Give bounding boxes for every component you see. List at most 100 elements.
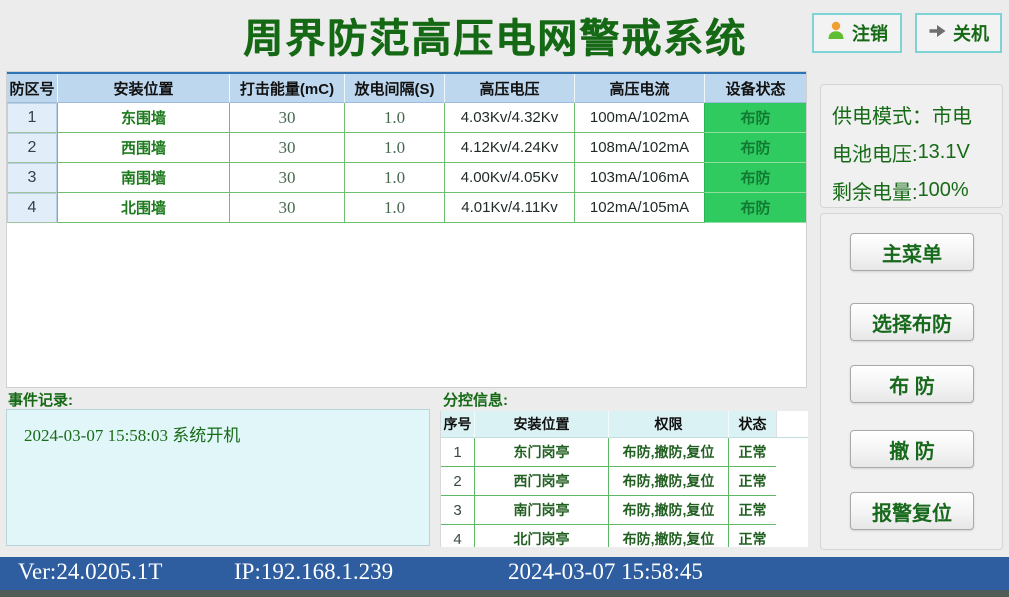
- zone-table-row[interactable]: 1 东围墙 30 1.0 4.03Kv/4.32Kv 100mA/102mA 布…: [7, 103, 806, 133]
- station-empty-cell: [776, 438, 808, 467]
- col-header-state: 状态: [728, 411, 776, 438]
- logout-button[interactable]: 注销: [812, 13, 902, 53]
- subcontrol-table: 序号 安装位置 权限 状态 1 东门岗亭 布防,撤防,复位 正常 2 西门岗亭: [440, 411, 808, 547]
- subcontrol-row[interactable]: 1 东门岗亭 布防,撤防,复位 正常: [441, 438, 808, 467]
- col-header-discharge-interval: 放电间隔(S): [344, 74, 444, 103]
- zone-id-cell: 1: [7, 103, 57, 133]
- user-icon: [826, 20, 846, 46]
- zone-voltage-cell: 4.12Kv/4.24Kv: [444, 133, 574, 163]
- page-title: 周界防范高压电网警戒系统: [243, 17, 747, 61]
- station-empty-cell: [776, 467, 808, 496]
- zone-status-badge: 布防: [704, 193, 806, 223]
- arm-button[interactable]: 布 防: [850, 365, 974, 403]
- select-arm-button[interactable]: 选择布防: [850, 303, 974, 341]
- remaining-charge-value: 100%: [917, 179, 969, 201]
- zone-current-cell: 100mA/102mA: [574, 103, 704, 133]
- zone-voltage-cell: 4.03Kv/4.32Kv: [444, 103, 574, 133]
- zone-interval-cell: 1.0: [344, 103, 444, 133]
- zone-current-cell: 108mA/102mA: [574, 133, 704, 163]
- alarm-reset-button[interactable]: 报警复位: [850, 492, 974, 530]
- station-location-cell: 东门岗亭: [474, 438, 608, 467]
- zone-table-row[interactable]: 4 北围墙 30 1.0 4.01Kv/4.11Kv 102mA/105mA 布…: [7, 193, 806, 223]
- zone-table-body: 1 东围墙 30 1.0 4.03Kv/4.32Kv 100mA/102mA 布…: [7, 103, 806, 223]
- command-button-panel: 主菜单 选择布防 布 防 撤 防 报警复位: [820, 213, 1003, 550]
- subcontrol-header-row: 序号 安装位置 权限 状态: [441, 411, 808, 438]
- zone-voltage-cell: 4.01Kv/4.11Kv: [444, 193, 574, 223]
- station-location-cell: 北门岗亭: [474, 525, 608, 547]
- version-text: Ver:24.0205.1T: [18, 559, 163, 584]
- zone-current-cell: 102mA/105mA: [574, 193, 704, 223]
- main-menu-button[interactable]: 主菜单: [850, 233, 974, 271]
- zone-energy-cell: 30: [229, 103, 344, 133]
- zone-location-cell: 西围墙: [57, 133, 229, 163]
- zone-table-panel: 防区号 安装位置 打击能量(mC) 放电间隔(S) 高压电压 高压电流 设备状态…: [6, 71, 807, 388]
- station-state-cell: 正常: [728, 496, 776, 525]
- zone-id-cell: 2: [7, 133, 57, 163]
- zone-status-badge: 布防: [704, 163, 806, 193]
- zone-interval-cell: 1.0: [344, 163, 444, 193]
- ip-address-text: IP:192.168.1.239: [234, 559, 394, 584]
- col-header-hv-voltage: 高压电压: [444, 74, 574, 103]
- zone-table-row[interactable]: 3 南围墙 30 1.0 4.00Kv/4.05Kv 103mA/106mA 布…: [7, 163, 806, 193]
- shutdown-label: 关机: [953, 24, 989, 44]
- zone-energy-cell: 30: [229, 133, 344, 163]
- subcontrol-row[interactable]: 2 西门岗亭 布防,撤防,复位 正常: [441, 467, 808, 496]
- station-state-cell: 正常: [728, 525, 776, 547]
- station-index-cell: 1: [441, 438, 474, 467]
- station-index-cell: 4: [441, 525, 474, 547]
- station-location-cell: 西门岗亭: [474, 467, 608, 496]
- zone-voltage-cell: 4.00Kv/4.05Kv: [444, 163, 574, 193]
- col-header-station-location: 安装位置: [474, 411, 608, 438]
- supply-mode-value: 市电: [932, 106, 972, 128]
- subcontrol-label: 分控信息:: [443, 392, 508, 409]
- zone-table-header-row: 防区号 安装位置 打击能量(mC) 放电间隔(S) 高压电压 高压电流 设备状态: [7, 72, 806, 103]
- zone-status-badge: 布防: [704, 133, 806, 163]
- station-empty-cell: [776, 496, 808, 525]
- station-state-cell: 正常: [728, 438, 776, 467]
- zone-id-cell: 4: [7, 193, 57, 223]
- zone-id-cell: 3: [7, 163, 57, 193]
- station-location-cell: 南门岗亭: [474, 496, 608, 525]
- col-header-strike-energy: 打击能量(mC): [229, 74, 344, 103]
- station-permissions-cell: 布防,撤防,复位: [608, 438, 728, 467]
- zone-interval-cell: 1.0: [344, 133, 444, 163]
- station-permissions-cell: 布防,撤防,复位: [608, 496, 728, 525]
- zone-energy-cell: 30: [229, 163, 344, 193]
- zone-interval-cell: 1.0: [344, 193, 444, 223]
- subcontrol-row[interactable]: 3 南门岗亭 布防,撤防,复位 正常: [441, 496, 808, 525]
- zone-location-cell: 北围墙: [57, 193, 229, 223]
- station-state-cell: 正常: [728, 467, 776, 496]
- col-header-hv-current: 高压电流: [574, 74, 704, 103]
- subcontrol-body: 1 东门岗亭 布防,撤防,复位 正常 2 西门岗亭 布防,撤防,复位 正常 3: [441, 438, 808, 547]
- subcontrol-row[interactable]: 4 北门岗亭 布防,撤防,复位 正常: [441, 525, 808, 547]
- zone-status-badge: 布防: [704, 103, 806, 133]
- zone-current-cell: 103mA/106mA: [574, 163, 704, 193]
- power-info-panel: 供电模式： 市电 电池电压: 13.1V 剩余电量: 100%: [820, 84, 1003, 208]
- event-log-list[interactable]: 2024-03-07 15:58:03 系统开机: [6, 409, 430, 546]
- remaining-charge-line: 剩余电量: 100%: [832, 174, 1002, 207]
- battery-voltage-line: 电池电压: 13.1V: [832, 136, 1002, 169]
- zone-table-row[interactable]: 2 西围墙 30 1.0 4.12Kv/4.24Kv 108mA/102mA 布…: [7, 133, 806, 163]
- disarm-button[interactable]: 撤 防: [850, 430, 974, 468]
- event-log-entries: 2024-03-07 15:58:03 系统开机: [7, 410, 429, 446]
- station-empty-cell: [776, 525, 808, 547]
- supply-mode-label: 供电模式：: [832, 106, 932, 128]
- station-index-cell: 2: [441, 467, 474, 496]
- col-header-permissions: 权限: [608, 411, 728, 438]
- station-permissions-cell: 布防,撤防,复位: [608, 467, 728, 496]
- arrow-right-icon: [928, 22, 947, 45]
- logout-label: 注销: [852, 24, 888, 44]
- zone-location-cell: 南围墙: [57, 163, 229, 193]
- col-header-empty: [776, 411, 808, 438]
- shutdown-button[interactable]: 关机: [915, 13, 1002, 53]
- supply-mode-line: 供电模式： 市电: [832, 98, 1002, 131]
- station-index-cell: 3: [441, 496, 474, 525]
- battery-voltage-label: 电池电压:: [832, 144, 918, 166]
- col-header-location: 安装位置: [57, 74, 229, 103]
- datetime-text: 2024-03-07 15:58:45: [508, 559, 703, 584]
- col-header-index: 序号: [441, 411, 474, 438]
- status-bar: Ver:24.0205.1T IP:192.168.1.239 2024-03-…: [0, 557, 1009, 590]
- event-log-entry: 2024-03-07 15:58:03 系统开机: [24, 426, 241, 445]
- col-header-device-status: 设备状态: [704, 74, 806, 103]
